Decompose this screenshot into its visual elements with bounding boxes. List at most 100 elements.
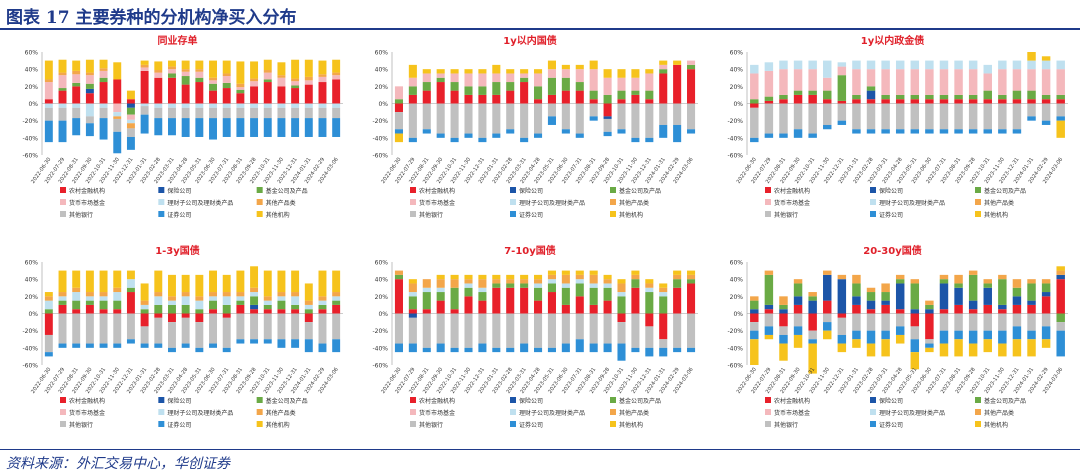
bar-segment	[263, 70, 272, 73]
bar-segment	[895, 334, 905, 344]
bar-segment	[673, 347, 682, 353]
bar-segment	[422, 292, 431, 310]
chart-panel-5: 7-10y国债-60%-40%-20%0%20%40%60%2022-06-30…	[372, 244, 698, 429]
bar-segment	[575, 283, 584, 297]
bar-segment	[236, 304, 245, 314]
bar-segment	[939, 283, 949, 310]
bar-segment	[547, 94, 556, 104]
bar-segment	[808, 300, 817, 314]
y-tick-label: 0%	[733, 101, 743, 108]
legend-swatch	[60, 409, 66, 415]
bar-segment	[1012, 99, 1022, 104]
bar-segment	[954, 304, 963, 314]
y-tick-label: -20%	[372, 328, 388, 335]
bar-segment	[291, 78, 300, 82]
bar-segment	[408, 343, 417, 353]
bar-segment	[603, 300, 612, 314]
bar-segment	[925, 309, 934, 314]
bar-segment	[209, 83, 217, 91]
bar-segment	[983, 313, 992, 331]
bar-segment	[589, 343, 598, 353]
bar-segment	[939, 279, 949, 284]
bar-segment	[58, 107, 67, 121]
bar-segment	[450, 90, 459, 104]
legend-swatch	[410, 421, 416, 427]
bar-segment	[603, 116, 612, 119]
bar-segment	[304, 59, 313, 77]
bar-segment	[631, 69, 640, 78]
bar-segment	[291, 85, 300, 89]
bar-segment	[236, 339, 245, 344]
bar-segment	[492, 73, 501, 83]
bar-segment	[72, 103, 81, 108]
bar-segment	[910, 283, 920, 310]
legend-label: 其他机构	[619, 211, 643, 219]
bar-segment	[154, 107, 163, 119]
bar-segment	[506, 82, 515, 91]
bar-segment	[126, 279, 135, 288]
bar-segment	[589, 69, 598, 91]
bar-segment	[939, 60, 949, 70]
bar-segment	[631, 279, 640, 288]
bar-segment	[617, 69, 626, 78]
bar-segment	[589, 90, 598, 100]
bar-segment	[250, 292, 259, 297]
bar-segment	[72, 292, 81, 301]
bar-segment	[236, 313, 245, 340]
bar-segment	[304, 76, 313, 81]
legend-label: 货币市场基金	[69, 199, 105, 207]
bar-segment	[408, 86, 417, 95]
bar-segment	[408, 64, 417, 78]
y-tick-label: 40%	[375, 67, 389, 74]
bar-segment	[478, 73, 487, 87]
y-tick-label: 0%	[378, 101, 388, 108]
legend-swatch	[158, 409, 165, 415]
legend-label: 其他产品类	[619, 199, 649, 207]
bar-segment	[925, 69, 934, 95]
bar-segment	[808, 69, 817, 91]
legend-swatch	[610, 211, 616, 217]
bar-segment	[1041, 60, 1051, 70]
bar-segment	[277, 296, 286, 301]
bar-segment	[181, 107, 190, 119]
bar-segment	[250, 81, 259, 87]
legend-swatch	[975, 187, 981, 193]
bar-segment	[575, 296, 584, 314]
bar-segment	[250, 107, 259, 119]
bar-segment	[72, 287, 81, 293]
bar-segment	[450, 137, 459, 143]
bar-segment	[506, 103, 515, 130]
bar-segment	[478, 137, 487, 143]
bar-segment	[44, 300, 53, 310]
bar-segment	[779, 296, 788, 305]
bar-segment	[837, 66, 847, 76]
legend-swatch	[765, 211, 771, 217]
legend-swatch	[765, 421, 771, 427]
bar-segment	[968, 309, 978, 314]
bar-segment	[181, 69, 190, 72]
bar-segment	[408, 77, 417, 87]
bar-segment	[263, 304, 272, 310]
legend-swatch	[870, 421, 876, 427]
bar-segment	[673, 60, 682, 65]
bar-segment	[44, 334, 53, 353]
bar-segment	[534, 347, 543, 353]
bar-segment	[998, 343, 1007, 357]
bar-segment	[394, 133, 403, 143]
legend-swatch	[765, 409, 771, 415]
bar-segment	[793, 90, 803, 95]
bar-segment	[332, 103, 341, 108]
bar-segment	[408, 283, 417, 293]
bar-segment	[140, 60, 149, 65]
bar-segment	[195, 82, 204, 104]
bar-segment	[436, 300, 445, 314]
bar-segment	[126, 287, 135, 293]
bar-segment	[808, 313, 817, 331]
bar-segment	[954, 103, 963, 130]
y-tick-label: 20%	[730, 294, 744, 301]
y-tick-label: 0%	[733, 311, 743, 318]
bar-segment	[910, 103, 920, 130]
bar-segment	[58, 72, 67, 76]
chart-title: 1-3y国债	[155, 244, 200, 257]
bar-segment	[126, 123, 135, 129]
